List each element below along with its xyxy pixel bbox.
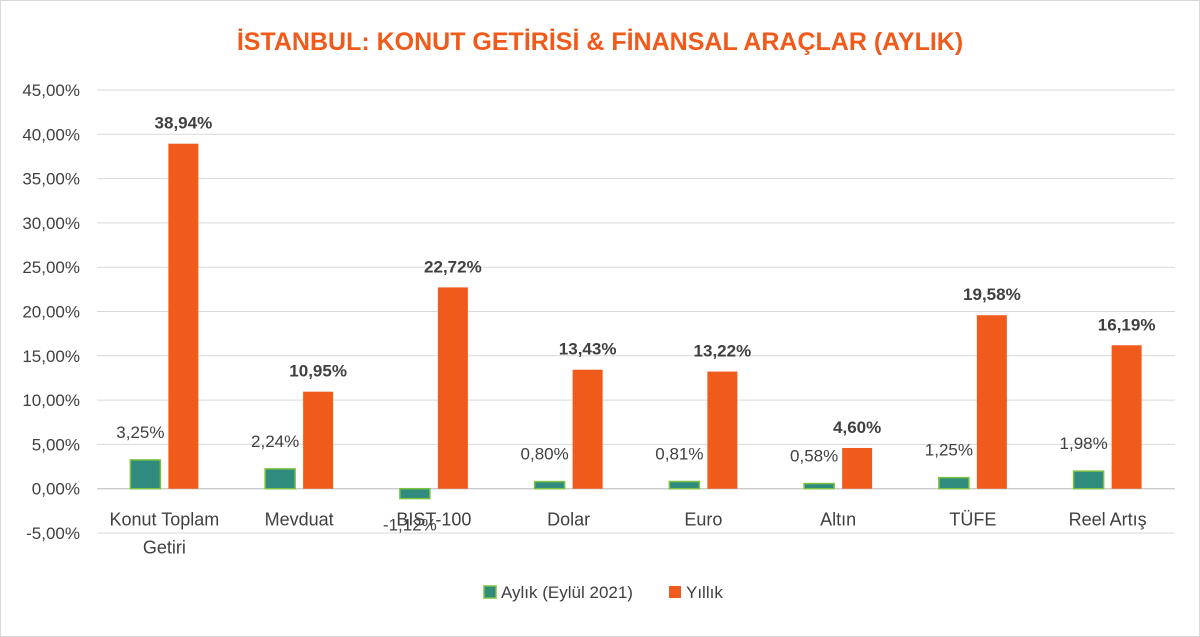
bar-aylik — [803, 482, 835, 490]
x-category-label: BIST-100 — [396, 510, 471, 530]
x-category-label: Euro — [684, 510, 722, 530]
x-category-label: Dolar — [547, 510, 590, 530]
bar-aylik — [129, 459, 162, 490]
y-tick-label: 45,00% — [22, 81, 80, 100]
data-label-aylik: 0,80% — [521, 445, 569, 464]
bar-yillik — [437, 287, 468, 489]
x-axis-categories: Konut Toplam Getiri Mevduat BIST-100 Dolar Eu… — [110, 510, 1147, 558]
bar-aylik — [533, 480, 566, 490]
y-tick-label: 40,00% — [22, 125, 80, 144]
data-label-yillik: 13,43% — [559, 340, 617, 359]
legend-swatch-aylik — [483, 585, 497, 599]
bar-yillik — [707, 371, 738, 489]
data-label-yillik: 16,19% — [1098, 315, 1156, 334]
data-label-aylik: 1,98% — [1060, 434, 1108, 453]
y-tick-label: 5,00% — [32, 435, 80, 454]
bar-aylik — [264, 468, 296, 490]
chart-title: İSTANBUL: KONUT GETİRİSİ & FİNANSAL ARAÇ… — [237, 28, 963, 56]
x-category-label: Reel Artış — [1069, 510, 1147, 530]
data-label-aylik: 0,58% — [790, 447, 838, 466]
bar-aylik — [399, 487, 431, 500]
bar-yillik — [842, 447, 873, 489]
x-category-label: Altın — [820, 510, 856, 530]
data-label-yillik: 4,60% — [833, 418, 881, 437]
legend: Aylık (Eylül 2021) Yıllık — [483, 583, 723, 602]
gridlines — [97, 89, 1175, 534]
y-axis-ticks: 45,00% 40,00% 35,00% 30,00% 25,00% 20,00% 15,0… — [22, 81, 80, 543]
bar-yillik — [572, 369, 603, 489]
x-category-label: Konut Toplam — [110, 510, 220, 530]
data-label-yillik: 13,22% — [694, 342, 752, 361]
data-label-yillik: 22,72% — [424, 257, 482, 276]
y-tick-label: 25,00% — [22, 258, 80, 277]
bar-yillik — [303, 391, 334, 489]
y-tick-label: 35,00% — [22, 170, 80, 189]
y-tick-label: 20,00% — [22, 303, 80, 322]
bar-aylik — [938, 476, 970, 490]
y-tick-label: 15,00% — [22, 347, 80, 366]
bar-yillik — [976, 315, 1007, 489]
legend-label-aylik: Aylık (Eylül 2021) — [501, 583, 633, 602]
bar-yillik — [1111, 345, 1142, 489]
y-tick-label: 10,00% — [22, 391, 80, 410]
data-label-yillik: 38,94% — [155, 114, 213, 133]
legend-swatch-yillik — [669, 586, 681, 598]
y-tick-label: 30,00% — [22, 214, 80, 233]
bar-aylik — [668, 480, 701, 490]
data-label-aylik: 1,25% — [925, 441, 973, 460]
data-labels: 3,25% 38,94% 2,24% 10,95% -1,12% 22,72% 0,80% 1… — [116, 114, 1155, 535]
bar-yillik — [168, 143, 199, 489]
data-label-yillik: 19,58% — [963, 285, 1021, 304]
x-category-label: Mevduat — [265, 510, 334, 530]
x-category-label: TÜFE — [949, 510, 996, 530]
data-label-yillik: 10,95% — [289, 362, 347, 381]
x-category-label: Getiri — [143, 538, 186, 558]
y-tick-label: 0,00% — [32, 480, 80, 499]
data-label-aylik: 2,24% — [251, 432, 299, 451]
bar-aylik — [1072, 470, 1105, 490]
y-tick-label: -5,00% — [26, 524, 80, 543]
data-label-aylik: 0,81% — [655, 445, 703, 464]
legend-label-yillik: Yıllık — [686, 583, 723, 602]
bars — [129, 143, 1142, 500]
data-label-aylik: 3,25% — [116, 423, 164, 442]
data-label-aylik: -1,12% — [383, 516, 437, 535]
